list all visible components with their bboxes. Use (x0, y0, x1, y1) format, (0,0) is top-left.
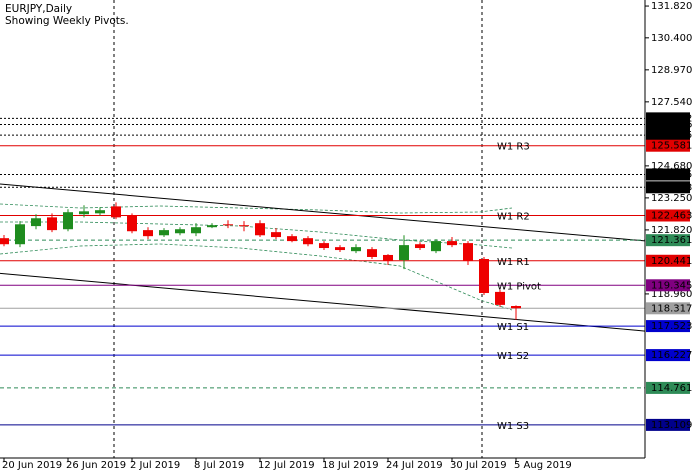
trendline (0, 272, 646, 332)
candle-body (511, 306, 521, 309)
price-label: 126.526 (651, 120, 692, 131)
candle-body (239, 225, 249, 227)
y-tick-label: 130.400 (651, 33, 692, 44)
price-box (646, 320, 690, 333)
candle-body (303, 238, 313, 245)
candle-body (415, 244, 425, 249)
x-tick-label: 8 Jul 2019 (194, 460, 244, 471)
price-label: 120.441 (651, 256, 692, 267)
candle-body (479, 258, 489, 294)
price-label: 126.055 (651, 130, 692, 141)
candle-body (383, 254, 393, 262)
x-tick-label: 18 Jul 2019 (322, 460, 379, 471)
y-tick-label: 128.970 (651, 65, 692, 76)
y-tick-label: 124.680 (651, 161, 692, 172)
price-box (646, 254, 690, 267)
price-box (646, 209, 690, 222)
price-label: 116.227 (651, 350, 692, 361)
level-name: W1 Pivot (497, 281, 541, 292)
candle-body (399, 245, 409, 261)
x-tick-label: 20 Jun 2019 (2, 460, 62, 471)
candle-body (95, 210, 105, 214)
y-tick-label: 121.820 (651, 225, 692, 236)
candle-body (463, 243, 473, 262)
candle-body (207, 225, 217, 228)
candle-body (111, 206, 121, 218)
price-box (646, 139, 690, 152)
level-name: W1 R3 (497, 142, 530, 153)
x-tick-label: 26 Jun 2019 (66, 460, 126, 471)
x-tick-label: 5 Aug 2019 (514, 460, 572, 471)
candle-body (175, 229, 185, 234)
candle-body (495, 291, 505, 305)
price-label: 117.523 (651, 321, 692, 332)
price-box (646, 302, 690, 315)
candle-body (47, 217, 57, 231)
candle-body (223, 224, 233, 226)
plot-area: W1 R3 W1 R2 W1 R1 W1 Pivot W1 S1 W1 S2 W1 S3 (0, 117, 646, 432)
level-name: W1 S3 (497, 421, 529, 432)
candle-body (143, 230, 153, 237)
candle-body (0, 238, 9, 245)
price-box (646, 381, 690, 394)
candle-body (287, 236, 297, 242)
candle-body (255, 223, 265, 236)
candle-body (367, 249, 377, 257)
candle-body (271, 232, 281, 238)
price-box (646, 234, 690, 247)
candle-body (79, 211, 89, 215)
price-label: 122.463 (651, 211, 692, 222)
price-box (646, 118, 690, 131)
candle-body (159, 230, 169, 236)
level-name: W1 S2 (497, 351, 529, 362)
price-label: 125.581 (651, 141, 692, 152)
price-label: 123.723 (651, 182, 692, 193)
price-label: 119.345 (651, 280, 692, 291)
chart-title: EURJPY,Daily (5, 3, 72, 15)
candle-body (447, 241, 457, 246)
x-tick-label: 2 Jul 2019 (130, 460, 180, 471)
candle-body (191, 227, 201, 234)
price-box (646, 168, 690, 181)
candle-body (63, 212, 73, 230)
price-label: 114.761 (651, 383, 692, 394)
level-name: W1 R2 (497, 212, 530, 223)
x-tick-label: 24 Jul 2019 (386, 460, 443, 471)
candle-body (31, 218, 41, 227)
candle-body (351, 247, 361, 252)
candle-body (431, 241, 441, 252)
price-label: 118.317 (651, 303, 692, 314)
price-label: 121.361 (651, 235, 692, 246)
x-tick-label: 12 Jul 2019 (258, 460, 315, 471)
candle-body (15, 224, 25, 245)
level-name: W1 S1 (497, 322, 529, 333)
price-box (646, 129, 690, 142)
candle-body (127, 215, 137, 232)
trendline (0, 183, 646, 242)
price-box (646, 181, 690, 194)
envelope (0, 243, 513, 311)
candle-body (335, 247, 345, 251)
y-tick-label: 127.540 (651, 97, 692, 108)
y-tick-label: 123.250 (651, 193, 692, 204)
y-tick-label: 131.820 (651, 1, 692, 12)
x-tick-label: 30 Jul 2019 (450, 460, 507, 471)
chart-subtitle: Showing Weekly Pivots. (5, 15, 129, 27)
y-tick-label: 118.960 (651, 289, 692, 300)
price-label: 113.109 (651, 420, 692, 431)
price-box (646, 418, 690, 431)
candle-body (319, 243, 329, 249)
price-label: 124.295 (651, 169, 692, 180)
price-box (646, 349, 690, 362)
price-box (646, 279, 690, 292)
level-name: W1 R1 (497, 257, 530, 268)
